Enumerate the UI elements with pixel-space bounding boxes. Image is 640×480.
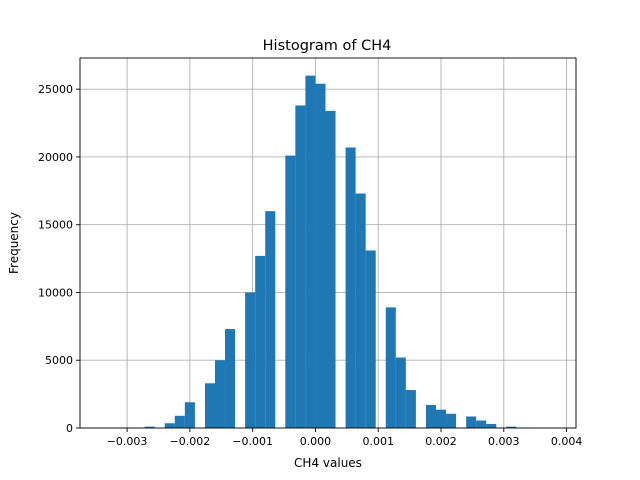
histogram-bar xyxy=(285,155,296,429)
histogram-bar xyxy=(435,409,447,428)
y-tick-label: 0 xyxy=(66,422,73,435)
histogram-bar xyxy=(446,413,457,428)
histogram-bar xyxy=(305,75,316,428)
x-axis-ticks: −0.003 −0.002 −0.001 0.000 0.001 0.002 0.003 0.… xyxy=(107,428,583,448)
histogram-bar xyxy=(365,250,376,428)
x-tick-label: 0.004 xyxy=(551,435,583,448)
y-tick-label: 15000 xyxy=(38,219,73,232)
histogram-bar xyxy=(405,390,416,428)
histogram-bar xyxy=(204,383,215,428)
histogram-bar xyxy=(425,404,436,428)
x-tick-label: −0.002 xyxy=(170,435,211,448)
histogram-bar xyxy=(385,307,396,428)
histogram-bar xyxy=(184,402,195,428)
x-tick-label: −0.003 xyxy=(107,435,148,448)
y-tick-label: 20000 xyxy=(38,151,73,164)
histogram-bar xyxy=(325,110,336,428)
histogram-bar xyxy=(265,211,276,428)
histogram-bar xyxy=(345,147,356,428)
x-tick-label: 0.000 xyxy=(300,435,332,448)
y-axis-ticks: 0 5000 10000 15000 20000 25000 xyxy=(38,83,80,435)
histogram-bar xyxy=(225,329,236,428)
histogram-bars xyxy=(124,75,537,429)
x-tick-label: 0.003 xyxy=(488,435,520,448)
histogram-bar xyxy=(245,292,256,428)
x-tick-label: −0.001 xyxy=(232,435,273,448)
histogram-bar xyxy=(315,83,326,428)
histogram-bar xyxy=(355,193,366,428)
x-tick-label: 0.002 xyxy=(425,435,457,448)
x-axis-label: CH4 values xyxy=(294,456,362,470)
histogram-bar xyxy=(486,423,497,428)
y-tick-label: 25000 xyxy=(38,83,73,96)
histogram-bar xyxy=(395,357,406,428)
y-tick-label: 5000 xyxy=(45,354,73,367)
plot-frame xyxy=(79,57,577,429)
histogram-bar xyxy=(506,426,517,428)
x-tick-label: 0.001 xyxy=(362,435,394,448)
histogram-bar xyxy=(174,415,185,428)
histogram-bar xyxy=(255,255,266,428)
histogram-bar xyxy=(476,420,487,428)
histogram-bar xyxy=(214,360,226,428)
y-tick-label: 10000 xyxy=(38,286,73,299)
y-axis-label: Frequency xyxy=(7,212,21,274)
histogram-bar xyxy=(164,423,175,428)
histogram-bar xyxy=(466,416,477,428)
chart-title: Histogram of CH4 xyxy=(263,38,392,54)
histogram-bar xyxy=(144,426,155,428)
histogram-bar xyxy=(295,105,306,428)
